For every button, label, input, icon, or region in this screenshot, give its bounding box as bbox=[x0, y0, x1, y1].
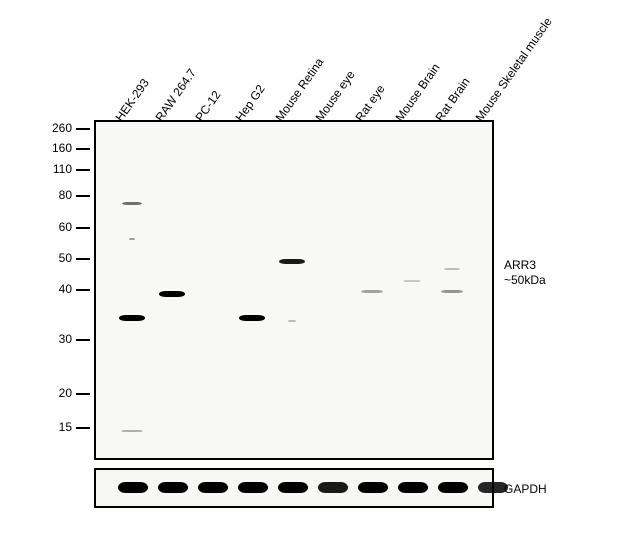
gapdh-band bbox=[238, 482, 268, 493]
mw-tick bbox=[76, 339, 90, 341]
blot-band bbox=[129, 238, 135, 240]
mw-label: 260 bbox=[42, 121, 72, 135]
blot-band bbox=[288, 320, 296, 322]
blot-band bbox=[361, 290, 383, 293]
mw-label: 160 bbox=[42, 141, 72, 155]
mw-tick bbox=[76, 427, 90, 429]
mw-label: 60 bbox=[42, 220, 72, 234]
blot-band bbox=[441, 290, 463, 293]
blot-band bbox=[159, 291, 185, 297]
lane-label: Mouse eye bbox=[313, 68, 358, 124]
mw-label: 30 bbox=[42, 332, 72, 346]
gapdh-band bbox=[438, 482, 468, 493]
blot-band bbox=[444, 268, 460, 270]
blot-band bbox=[119, 315, 145, 321]
mw-tick bbox=[76, 169, 90, 171]
mw-label: 80 bbox=[42, 188, 72, 202]
lane-label: PC-12 bbox=[193, 88, 224, 124]
mw-tick bbox=[76, 195, 90, 197]
blot-band bbox=[403, 280, 421, 282]
blot-band bbox=[279, 259, 305, 264]
mw-tick bbox=[76, 128, 90, 130]
mw-tick bbox=[76, 148, 90, 150]
loading-label: GAPDH bbox=[504, 482, 547, 496]
mw-label: 110 bbox=[42, 162, 72, 176]
blot-figure: HEK-293RAW 264.7PC-12Hep G2Mouse RetinaM… bbox=[0, 0, 635, 547]
mw-tick bbox=[76, 258, 90, 260]
gapdh-band bbox=[198, 482, 228, 493]
mw-tick bbox=[76, 227, 90, 229]
gapdh-band bbox=[278, 482, 308, 493]
blot-band bbox=[122, 202, 142, 205]
main-blot-panel bbox=[94, 120, 494, 460]
lane-label: Rat eye bbox=[353, 82, 388, 124]
gapdh-band bbox=[358, 482, 388, 493]
lane-label: Rat Brain bbox=[433, 75, 473, 124]
gapdh-band bbox=[158, 482, 188, 493]
blot-band bbox=[239, 315, 265, 321]
gapdh-band bbox=[398, 482, 428, 493]
mw-tick bbox=[76, 393, 90, 395]
mw-label: 20 bbox=[42, 386, 72, 400]
blot-band bbox=[121, 430, 143, 432]
gapdh-band bbox=[318, 482, 348, 493]
target-mw-label: ~50kDa bbox=[504, 273, 546, 287]
mw-label: 40 bbox=[42, 282, 72, 296]
lane-label: Mouse Skeletal muscle bbox=[473, 15, 555, 124]
mw-label: 15 bbox=[42, 420, 72, 434]
mw-label: 50 bbox=[42, 251, 72, 265]
lane-label: HEK-293 bbox=[113, 76, 152, 124]
lane-label: Hep G2 bbox=[233, 82, 268, 124]
mw-tick bbox=[76, 289, 90, 291]
target-label: ARR3 bbox=[504, 258, 536, 272]
gapdh-band bbox=[118, 482, 148, 493]
